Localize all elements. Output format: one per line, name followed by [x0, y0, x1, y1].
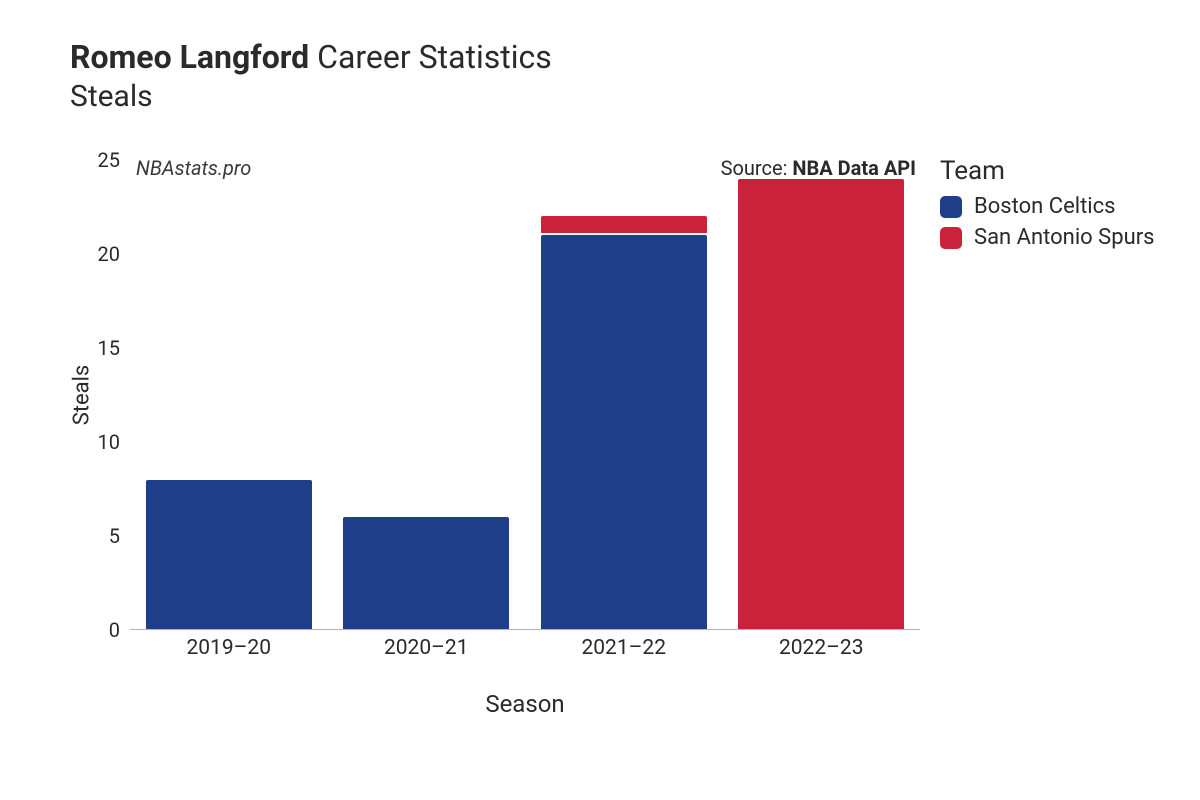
legend-label: San Antonio Spurs	[974, 225, 1155, 250]
legend-items: Boston Celtics San Antonio Spurs	[940, 194, 1155, 250]
plot-area: Steals 0510152025 NBAstats.pro Source: N…	[130, 160, 920, 630]
y-tick-label: 25	[98, 148, 130, 172]
bar	[541, 160, 707, 630]
x-tick-label: 2020–21	[384, 636, 469, 660]
legend: Team Boston Celtics San Antonio Spurs	[940, 156, 1155, 250]
page: Romeo Langford Career Statistics Steals …	[0, 0, 1200, 800]
x-ticks: 2019–20 2020–21 2021–22 2022–23	[130, 636, 920, 666]
bar-segment	[541, 216, 707, 233]
legend-swatch	[940, 196, 962, 218]
y-axis-label: Steals	[70, 365, 95, 426]
bar-segment	[541, 235, 707, 630]
legend-title: Team	[940, 156, 1155, 186]
y-tick-label: 10	[98, 430, 130, 454]
bar	[343, 160, 509, 630]
y-tick-label: 20	[98, 242, 130, 266]
bar-segment	[343, 517, 509, 630]
x-axis-label: Season	[485, 690, 564, 718]
y-tick-label: 5	[109, 524, 130, 548]
title-rest: Career Statistics	[309, 38, 552, 76]
legend-item: Boston Celtics	[940, 194, 1155, 219]
legend-swatch	[940, 227, 962, 249]
x-tick-label: 2021–22	[581, 636, 666, 660]
chart-subtitle: Steals	[70, 78, 552, 116]
chart-title-block: Romeo Langford Career Statistics Steals	[70, 38, 552, 116]
chart-title: Romeo Langford Career Statistics	[70, 38, 552, 76]
bars-container	[130, 160, 920, 630]
x-tick-label: 2019–20	[186, 636, 271, 660]
x-axis-line	[130, 629, 920, 630]
bar	[738, 160, 904, 630]
bar	[146, 160, 312, 630]
title-player: Romeo Langford	[70, 38, 309, 76]
bar-segment	[738, 179, 904, 630]
x-tick-label: 2022–23	[779, 636, 864, 660]
bar-segment	[146, 480, 312, 630]
chart-area: Steals 0510152025 NBAstats.pro Source: N…	[70, 150, 1170, 710]
legend-label: Boston Celtics	[974, 194, 1116, 219]
y-tick-label: 15	[98, 336, 130, 360]
legend-item: San Antonio Spurs	[940, 225, 1155, 250]
y-tick-label: 0	[109, 618, 130, 642]
